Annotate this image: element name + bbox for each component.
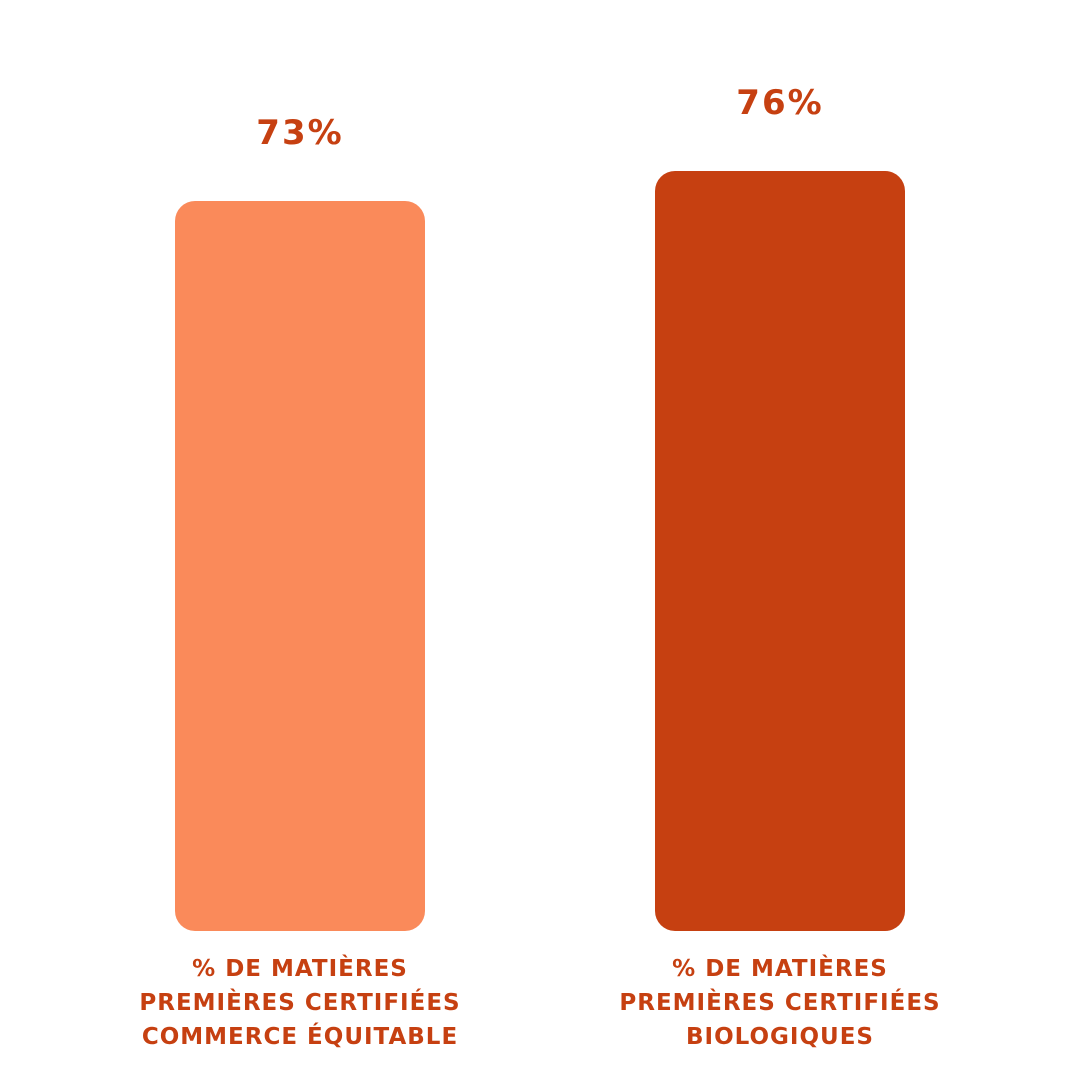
value-label-2: 76% xyxy=(736,83,823,123)
bar-2 xyxy=(655,171,905,931)
category-label-1-line-3: COMMERCE ÉQUITABLE xyxy=(142,1022,458,1050)
category-label-1-line-1: % DE MATIÈRES xyxy=(192,954,408,982)
category-label-2-line-2: PREMIÈRES CERTIFIÉES xyxy=(619,988,940,1016)
category-label-2-line-1: % DE MATIÈRES xyxy=(672,954,888,982)
value-label-1: 73% xyxy=(256,113,343,153)
category-label-2-line-3: BIOLOGIQUES xyxy=(686,1024,874,1050)
bar-1 xyxy=(175,201,425,931)
category-label-1-line-2: PREMIÈRES CERTIFIÉES xyxy=(139,988,460,1016)
